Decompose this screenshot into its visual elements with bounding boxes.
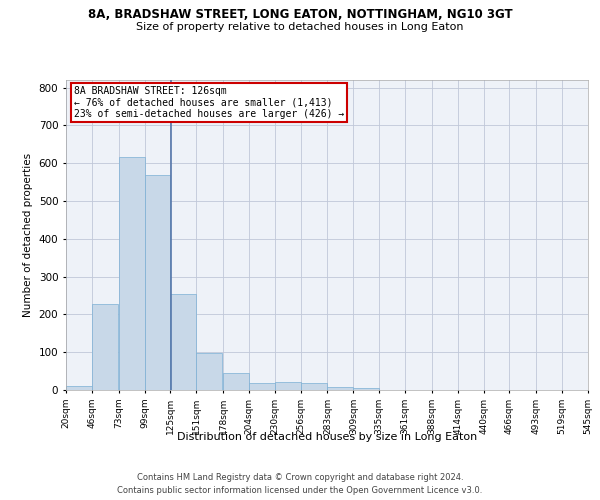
Text: 8A, BRADSHAW STREET, LONG EATON, NOTTINGHAM, NG10 3GT: 8A, BRADSHAW STREET, LONG EATON, NOTTING…: [88, 8, 512, 20]
Bar: [328, 387, 353, 390]
Bar: [92, 304, 118, 390]
Bar: [66, 386, 92, 390]
Text: Contains HM Land Registry data © Crown copyright and database right 2024.
Contai: Contains HM Land Registry data © Crown c…: [118, 474, 482, 495]
Bar: [301, 383, 326, 390]
Bar: [119, 156, 145, 390]
Bar: [145, 176, 170, 390]
Text: Size of property relative to detached houses in Long Eaton: Size of property relative to detached ho…: [136, 22, 464, 32]
Bar: [223, 374, 249, 390]
Bar: [170, 294, 196, 390]
Y-axis label: Number of detached properties: Number of detached properties: [23, 153, 33, 317]
Bar: [353, 388, 379, 390]
Text: 8A BRADSHAW STREET: 126sqm
← 76% of detached houses are smaller (1,413)
23% of s: 8A BRADSHAW STREET: 126sqm ← 76% of deta…: [74, 86, 344, 120]
Bar: [196, 354, 222, 390]
Bar: [249, 383, 275, 390]
Text: Distribution of detached houses by size in Long Eaton: Distribution of detached houses by size …: [177, 432, 477, 442]
Bar: [275, 382, 301, 390]
